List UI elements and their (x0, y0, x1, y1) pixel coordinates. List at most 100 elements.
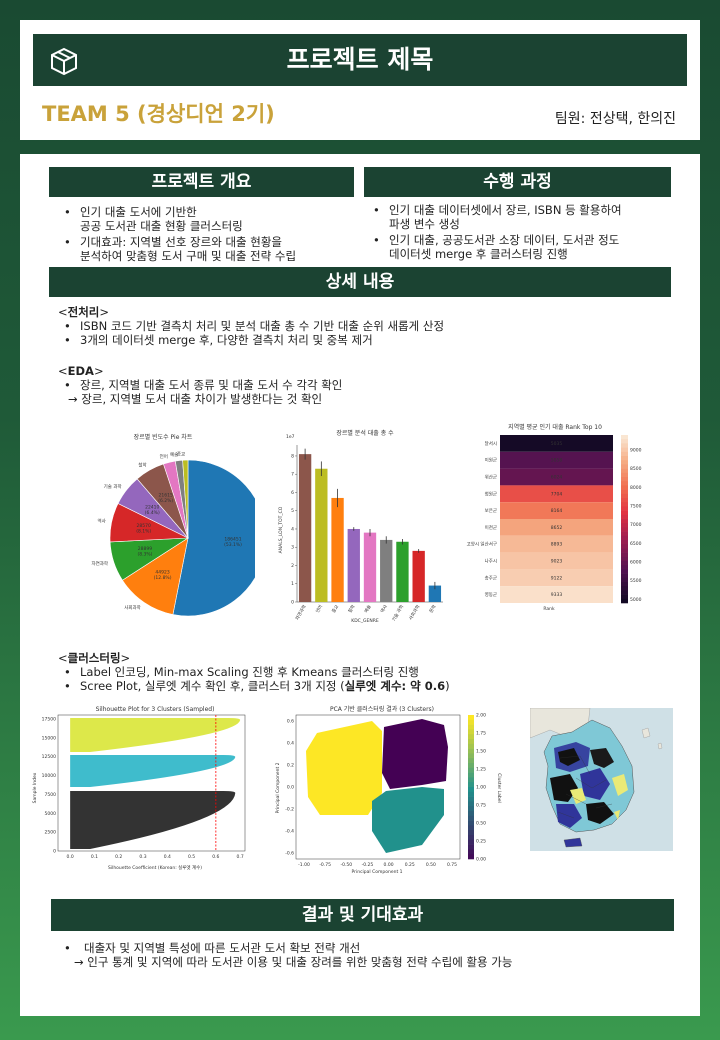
cluster-region (372, 787, 444, 853)
colorbar-segment (468, 715, 474, 721)
x-tick-label: 0.50 (426, 862, 436, 868)
x-tick-label: 0.5 (188, 854, 195, 860)
pie-category-label: 철학 (138, 461, 146, 468)
colorbar-segment (621, 493, 628, 499)
x-tick-label: -1.00 (298, 862, 310, 868)
heatmap-value-label: 8893 (551, 542, 563, 548)
pie-category-label: 자연과학 (91, 560, 108, 567)
y-tick-label: -0.6 (285, 851, 294, 857)
bar (315, 468, 328, 602)
colorbar-segment (468, 811, 474, 817)
colorbar-segment (468, 782, 474, 788)
colorbar-segment (621, 439, 628, 444)
pie-category-label: 예술 (170, 451, 178, 458)
list-item: 장르, 지역별 대출 도서 종류 및 대출 도서 수 각각 확인 (58, 378, 678, 392)
colorbar-label: Cluster Label (496, 773, 502, 803)
colorbar-tick-label: 1.75 (476, 731, 486, 737)
colorbar-segment (468, 820, 474, 826)
x-tick-label: 철학 (346, 604, 356, 615)
heatmap-value-label: 5858 (551, 458, 563, 464)
bar (396, 541, 409, 602)
x-tick-label: 0.7 (237, 854, 244, 860)
colorbar-segment (468, 719, 474, 725)
colorbar-tick-label: 2.00 (476, 713, 486, 719)
colorbar-segment (468, 734, 474, 740)
preprocess-heading: <전처리> (58, 305, 110, 319)
colorbar-segment (621, 590, 628, 595)
pie-value-label: 22410 (6.4%) (145, 504, 160, 516)
colorbar-tick-label: 5500 (630, 578, 642, 584)
heatmap-value-label: 8652 (551, 525, 563, 531)
pie-value-label: 186451 (53.1%) (224, 536, 242, 548)
results-heading: 결과 및 기대효과 (51, 899, 674, 931)
heatmap-value-label: 9122 (551, 575, 563, 581)
y-tick-label: 8 (291, 453, 294, 459)
x-axis-label: Principal Component 1 (351, 869, 402, 875)
pie-category-label: 종교 (177, 452, 185, 458)
heatmap-value-label: 7704 (551, 491, 563, 497)
colorbar-segment (468, 772, 474, 778)
pca-scatter-plot: PCA 기반 클러스터링 결과 (3 Clusters) Principal C… (275, 705, 502, 875)
title-bar: 프로젝트 제목 (33, 34, 687, 86)
heatmap-row-label: 나주시 (485, 558, 497, 565)
y-axis-label: ANALS_LON_TOT_CO (278, 506, 284, 553)
colorbar-tick-label: 7500 (630, 503, 642, 509)
heatmap-cell (500, 569, 613, 587)
colorbar-segment (621, 435, 628, 440)
plot-frame (57, 714, 246, 852)
bar (331, 497, 344, 602)
x-tick-label: 0.00 (384, 862, 394, 868)
colorbar-segment (468, 801, 474, 807)
y-tick-label: 0.4 (287, 741, 294, 747)
x-tick-label: 문학 (427, 604, 437, 615)
heatmap-cell (500, 586, 613, 603)
y-tick-label: 3 (291, 545, 294, 551)
colorbar-segment (621, 477, 628, 482)
list-item: Scree Plot, 실루엣 계수 확인 후, 클러스터 3개 지정 (실루엣… (58, 679, 678, 693)
genre-bar-chart: 장르별 분석 대출 총 수 1e7 ANALS_LON_TOT_CO KDC_G… (278, 429, 443, 624)
colorbar-segment (468, 844, 474, 850)
y-tick-label: 1 (291, 581, 294, 587)
details-heading: 상세 내용 (49, 267, 671, 297)
heatmap-cell (500, 485, 613, 503)
colorbar-segment (621, 447, 628, 453)
y-tick-label: 6 (291, 490, 294, 496)
y-tick-label: 0.6 (287, 719, 294, 725)
x-tick-label: 0.1 (91, 854, 98, 860)
colorbar-segment (468, 729, 474, 735)
colorbar-segment (621, 472, 628, 478)
x-tick-label: -0.25 (362, 862, 374, 868)
colorbar-tick-label: 9000 (630, 447, 642, 453)
page-title: 프로젝트 제목 (286, 45, 434, 74)
colorbar-segment (468, 753, 474, 759)
clustering-section: <클러스터링> Label 인코딩, Min-max Scaling 진행 후 … (58, 651, 678, 693)
colorbar-segment (468, 835, 474, 841)
bar (363, 532, 377, 602)
colorbar-segment (621, 548, 628, 553)
korea-cluster-map (530, 708, 673, 851)
bar (412, 550, 425, 602)
heatmap-row-label: 위산군 (485, 474, 497, 481)
y-tick-label: 7500 (45, 792, 57, 798)
colorbar-segment (468, 806, 474, 812)
process-list: 인기 대출 데이터셋에서 장르, ISBN 등 활용하여 파생 변수 생성 인기… (367, 203, 672, 261)
box-3d-icon (51, 47, 77, 76)
y-tick-label: 5000 (45, 811, 57, 817)
colorbar-segment (621, 565, 628, 570)
pie-value-label: 28899 (8.3%) (137, 546, 152, 558)
heatmap-value-label: 9333 (551, 592, 563, 598)
cluster-region (382, 719, 448, 789)
colorbar-segment (621, 540, 628, 545)
heatmap-cell (500, 552, 613, 570)
x-tick-label: 0.25 (405, 862, 415, 868)
results-section: 대출자 및 지역별 특성에 따른 도서관 도서 확보 전략 개선 → 인구 통계… (58, 941, 688, 969)
colorbar-segment (468, 763, 474, 769)
x-axis-label: KDC_GENRE (351, 618, 379, 624)
colorbar-segment (621, 523, 628, 528)
colorbar-segment (468, 743, 474, 749)
colorbar-segment (621, 489, 628, 495)
colorbar-segment (621, 451, 628, 457)
silhouette-cluster-band (70, 791, 236, 849)
colorbar-segment (621, 468, 628, 474)
colorbar-segment (468, 724, 474, 730)
